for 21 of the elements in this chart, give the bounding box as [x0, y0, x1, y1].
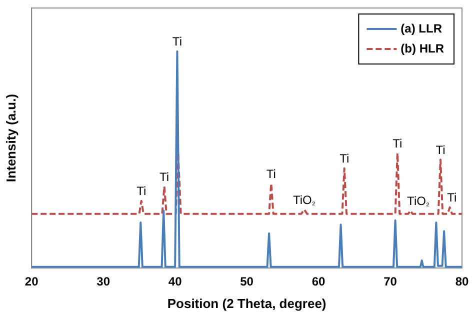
annotation: TiO₂: [407, 194, 430, 208]
annotation: Ti: [160, 170, 170, 184]
annotation: Ti: [172, 34, 182, 49]
annotation: Ti: [392, 136, 402, 150]
legend-label: (b) HLR: [400, 41, 444, 56]
x-axis-title: Position (2 Theta, degree): [167, 296, 326, 311]
annotation: Ti: [340, 152, 350, 166]
y-axis-title: Intensity (a.u.): [3, 94, 18, 182]
x-tick-label: 70: [384, 274, 398, 289]
x-tick-label: 30: [96, 274, 110, 289]
x-tick-label: 20: [24, 274, 39, 289]
x-tick-label: 50: [240, 274, 254, 289]
x-tick-label: 40: [168, 274, 182, 289]
annotation: Ti: [447, 190, 457, 205]
annotation: TiO₂: [292, 192, 316, 207]
legend-label: (a) LLR: [400, 21, 442, 36]
annotation: Ti: [266, 166, 276, 181]
x-tick-label: 60: [312, 274, 326, 289]
annotation: Ti: [436, 142, 446, 157]
x-tick-label: 80: [455, 274, 469, 289]
annotation: Ti: [136, 184, 146, 198]
